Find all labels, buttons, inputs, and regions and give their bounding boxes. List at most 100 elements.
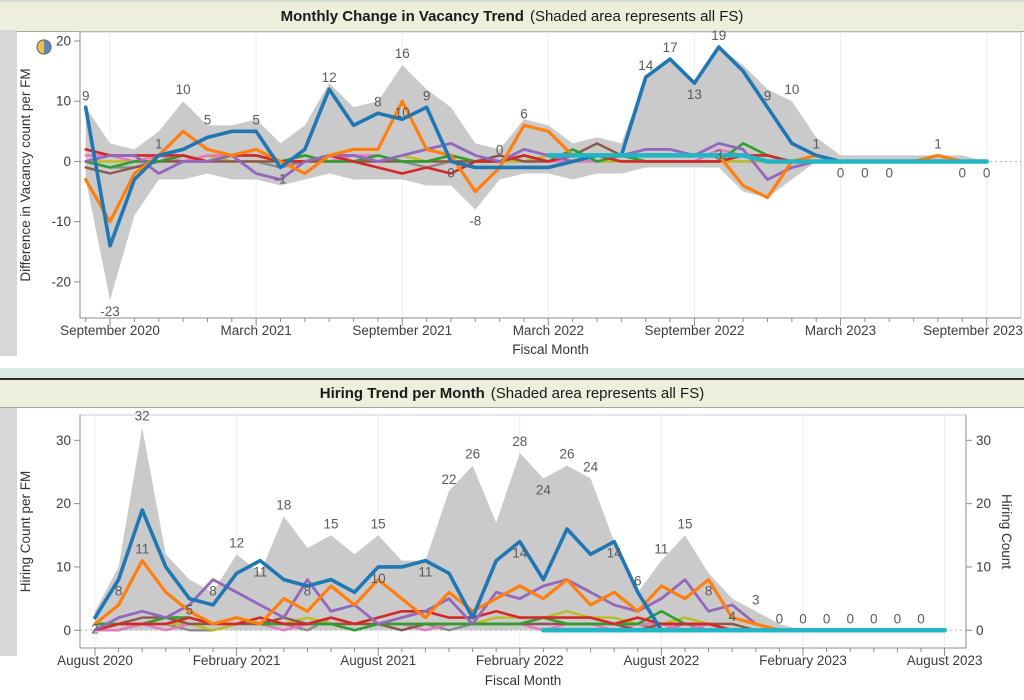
svg-text:24: 24 [583, 459, 599, 474]
svg-text:February 2022: February 2022 [476, 653, 564, 668]
vacancy-chart-title: Monthly Change in Vacancy Trend [280, 8, 524, 25]
svg-text:8: 8 [209, 584, 217, 599]
svg-text:14: 14 [638, 58, 654, 73]
svg-text:16: 16 [395, 46, 410, 61]
svg-text:32: 32 [135, 409, 150, 424]
svg-text:August 2022: August 2022 [623, 653, 699, 668]
svg-text:0: 0 [894, 611, 902, 626]
svg-text:8: 8 [304, 584, 312, 599]
svg-text:August 2023: August 2023 [907, 653, 983, 668]
y-axis-title-left: Hiring Count per FM [18, 471, 33, 593]
svg-text:1: 1 [934, 136, 942, 151]
svg-text:-10: -10 [51, 214, 71, 229]
svg-text:13: 13 [687, 87, 702, 102]
svg-text:5: 5 [186, 603, 194, 618]
svg-text:-23: -23 [100, 304, 120, 319]
svg-text:10: 10 [395, 105, 410, 120]
svg-text:0: 0 [837, 165, 845, 180]
svg-text:4: 4 [728, 609, 736, 624]
svg-text:3: 3 [715, 147, 723, 162]
svg-text:20: 20 [56, 34, 71, 49]
svg-text:20: 20 [56, 496, 71, 511]
svg-text:15: 15 [323, 516, 338, 531]
svg-text:10: 10 [56, 559, 71, 574]
vacancy-chart-title-suffix: (Shaded area represents all FS) [529, 8, 744, 25]
svg-text:22: 22 [441, 472, 456, 487]
svg-text:8: 8 [705, 584, 713, 599]
svg-text:10: 10 [371, 571, 386, 586]
svg-text:6: 6 [634, 573, 642, 588]
svg-text:0: 0 [63, 154, 71, 169]
svg-text:0: 0 [799, 611, 807, 626]
svg-text:1: 1 [155, 136, 163, 151]
svg-text:15: 15 [677, 516, 692, 531]
svg-text:February 2021: February 2021 [193, 653, 281, 668]
svg-text:0: 0 [917, 611, 925, 626]
svg-text:6: 6 [520, 106, 528, 121]
svg-text:0: 0 [447, 165, 455, 180]
svg-text:11: 11 [654, 542, 668, 557]
svg-text:August 2020: August 2020 [57, 653, 133, 668]
svg-text:March 2021: March 2021 [221, 323, 292, 338]
vacancy-chart-title-bar: Monthly Change in Vacancy Trend (Shaded … [0, 0, 1024, 32]
svg-text:0: 0 [63, 623, 71, 638]
svg-text:28: 28 [512, 434, 527, 449]
svg-text:10: 10 [976, 559, 991, 574]
svg-text:12: 12 [229, 535, 244, 550]
svg-text:14: 14 [512, 546, 528, 561]
svg-text:18: 18 [276, 497, 291, 512]
x-axis-title: Fiscal Month [512, 342, 589, 357]
svg-text:September 2020: September 2020 [60, 323, 160, 338]
svg-text:9: 9 [423, 88, 431, 103]
svg-text:0: 0 [870, 611, 878, 626]
svg-text:0: 0 [776, 611, 784, 626]
svg-text:September 2022: September 2022 [645, 323, 745, 338]
panel-options-icon[interactable] [36, 39, 52, 55]
svg-text:15: 15 [371, 516, 386, 531]
svg-text:3: 3 [752, 592, 760, 607]
svg-text:August 2021: August 2021 [340, 653, 416, 668]
svg-text:14: 14 [607, 546, 623, 561]
svg-text:11: 11 [135, 542, 149, 557]
svg-text:24: 24 [536, 482, 552, 497]
hiring-chart-title: Hiring Trend per Month [319, 385, 485, 402]
hiring-chart-title-suffix: (Shaded area represents all FS) [490, 385, 705, 402]
svg-text:-1: -1 [274, 171, 286, 186]
envelope-area [85, 47, 987, 300]
left-gutter [0, 30, 17, 356]
svg-text:2: 2 [91, 622, 99, 637]
svg-text:-20: -20 [51, 274, 71, 289]
svg-text:10: 10 [176, 82, 191, 97]
svg-text:1: 1 [812, 136, 820, 151]
svg-text:26: 26 [559, 447, 574, 462]
svg-text:17: 17 [663, 40, 678, 55]
svg-text:0: 0 [496, 142, 504, 157]
svg-text:0: 0 [959, 165, 967, 180]
svg-text:March 2023: March 2023 [805, 323, 876, 338]
svg-text:30: 30 [56, 433, 71, 448]
svg-text:19: 19 [711, 30, 726, 43]
svg-text:10: 10 [784, 82, 799, 97]
svg-text:30: 30 [976, 433, 991, 448]
svg-text:0: 0 [823, 611, 831, 626]
svg-text:September 2023: September 2023 [923, 323, 1023, 338]
y-axis-title-left: Difference in Vacancy count per FM [18, 68, 33, 281]
svg-text:20: 20 [976, 496, 991, 511]
svg-text:8: 8 [374, 94, 382, 109]
svg-text:9: 9 [82, 88, 90, 103]
hiring-chart-title-bar: Hiring Trend per Month (Shaded area repr… [0, 380, 1024, 408]
svg-text:26: 26 [465, 447, 480, 462]
svg-text:10: 10 [56, 94, 71, 109]
svg-text:5: 5 [252, 112, 260, 127]
svg-text:0: 0 [885, 165, 893, 180]
x-axis-title: Fiscal Month [485, 673, 562, 688]
section-divider [0, 368, 1024, 380]
svg-text:9: 9 [764, 88, 772, 103]
svg-text:February 2023: February 2023 [759, 653, 847, 668]
